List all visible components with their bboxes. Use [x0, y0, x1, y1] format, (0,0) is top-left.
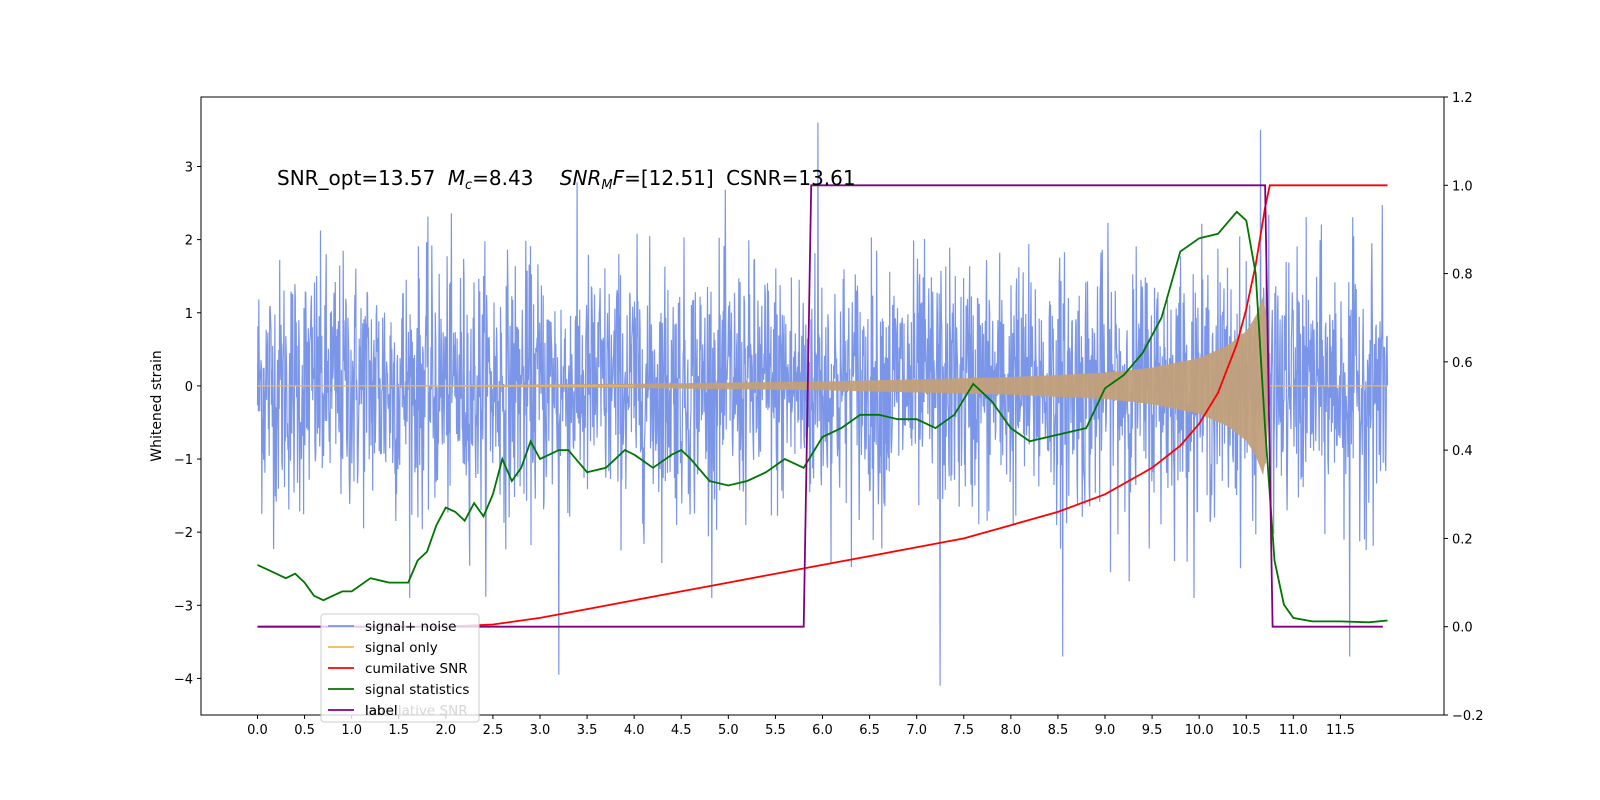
y-right-tick-label: −0.2 — [1452, 709, 1484, 724]
series-label-line — [257, 184, 1383, 628]
legend-item-label-label: label — [365, 703, 398, 719]
x-tick-label: 6.5 — [859, 723, 880, 738]
x-tick-label: 10.0 — [1185, 723, 1214, 738]
series-signal-only-envelope — [257, 296, 1270, 476]
x-tick-label: 0.0 — [247, 723, 268, 738]
annotation-snrmf-tail: F — [613, 166, 625, 190]
legend-item-label-text: label — [365, 703, 398, 719]
x-tick-label: 8.5 — [1048, 723, 1069, 738]
y-tick-label: −2 — [174, 526, 193, 541]
y-tick-label: −3 — [174, 599, 193, 614]
y-right-tick-label: 0.2 — [1452, 532, 1473, 547]
x-tick-label: 1.0 — [341, 723, 362, 738]
y-right-tick-label: 1.0 — [1452, 179, 1473, 194]
legend-ghost-text: cumilative SNR — [365, 703, 468, 719]
legend-item-signal-only-label: signal only — [365, 640, 438, 656]
y-right-tick-label: 0.8 — [1452, 268, 1473, 283]
annotation-mc-symbol: M — [448, 166, 465, 190]
y-tick-label: 2 — [185, 234, 193, 249]
annotation-text: SNR_opt=13.57 Mc=8.43 SNRMF=[12.51] CSNR… — [277, 166, 856, 193]
x-tick-label: 10.5 — [1232, 723, 1261, 738]
y-right-tick-label: 1.2 — [1452, 91, 1473, 106]
legend-item-signal-statistics-label: signal statistics — [365, 682, 469, 698]
y-right-tick-label: 0.0 — [1452, 621, 1473, 636]
y-tick-label: 3 — [185, 160, 193, 175]
x-tick-label: 1.5 — [388, 723, 409, 738]
legend-box — [320, 613, 480, 723]
x-tick-label: 2.0 — [435, 723, 456, 738]
x-tick-label: 11.0 — [1279, 723, 1308, 738]
legend-item-cumilative-snr-label: cumilative SNR — [365, 661, 468, 677]
ticks-layer: 0.0 0.5 1.0 1.5 2.0 2.5 3.0 3.5 4.0 4.5 5.0 5.5 6.0 6… — [174, 91, 1484, 738]
annotation-snrmf-sub: M — [601, 178, 612, 193]
y-right-tick-label: 0.6 — [1452, 356, 1473, 371]
x-tick-label: 8.0 — [1000, 723, 1021, 738]
x-tick-label: 7.0 — [906, 723, 927, 738]
x-tick-label: 7.5 — [953, 723, 974, 738]
annotation-snr-opt: SNR_opt=13.57 — [277, 166, 435, 190]
x-tick-label: 6.0 — [812, 723, 833, 738]
annotation-snrmf-symbol: SNR — [560, 166, 602, 190]
y-tick-label: 1 — [185, 307, 193, 322]
x-tick-label: 2.5 — [483, 723, 504, 738]
legend: signal+ noise signal only cumilative SNR si… — [320, 613, 480, 723]
y-tick-label: −4 — [174, 672, 193, 687]
x-tick-label: 11.5 — [1326, 723, 1355, 738]
annotation-snrmf-value: =[12.51] — [624, 166, 714, 190]
x-tick-label: 5.5 — [765, 723, 786, 738]
annotation-mc-value: =8.43 — [472, 166, 533, 190]
x-tick-label: 4.5 — [671, 723, 692, 738]
series-signal-statistics-line — [257, 210, 1388, 624]
x-tick-label: 3.0 — [530, 723, 551, 738]
x-tick-label: 0.5 — [294, 723, 315, 738]
x-tick-label: 9.0 — [1095, 723, 1116, 738]
y-right-tick-label: 0.4 — [1452, 444, 1473, 459]
annotation-mc-sub: c — [465, 178, 472, 193]
x-tick-label: 9.5 — [1142, 723, 1163, 738]
series-cumilative-snr-line — [257, 184, 1388, 628]
legend-item-signal-noise-label: signal+ noise — [365, 619, 456, 635]
annotation-csnr: CSNR=13.61 — [726, 166, 856, 190]
x-tick-label: 3.5 — [577, 723, 598, 738]
y-tick-label: 0 — [185, 380, 193, 395]
y-axis-label: Whitened strain — [149, 350, 165, 461]
y-tick-label: −1 — [174, 453, 193, 468]
x-tick-label: 5.0 — [718, 723, 739, 738]
x-tick-label: 4.0 — [624, 723, 645, 738]
series-layer — [256, 122, 1389, 686]
